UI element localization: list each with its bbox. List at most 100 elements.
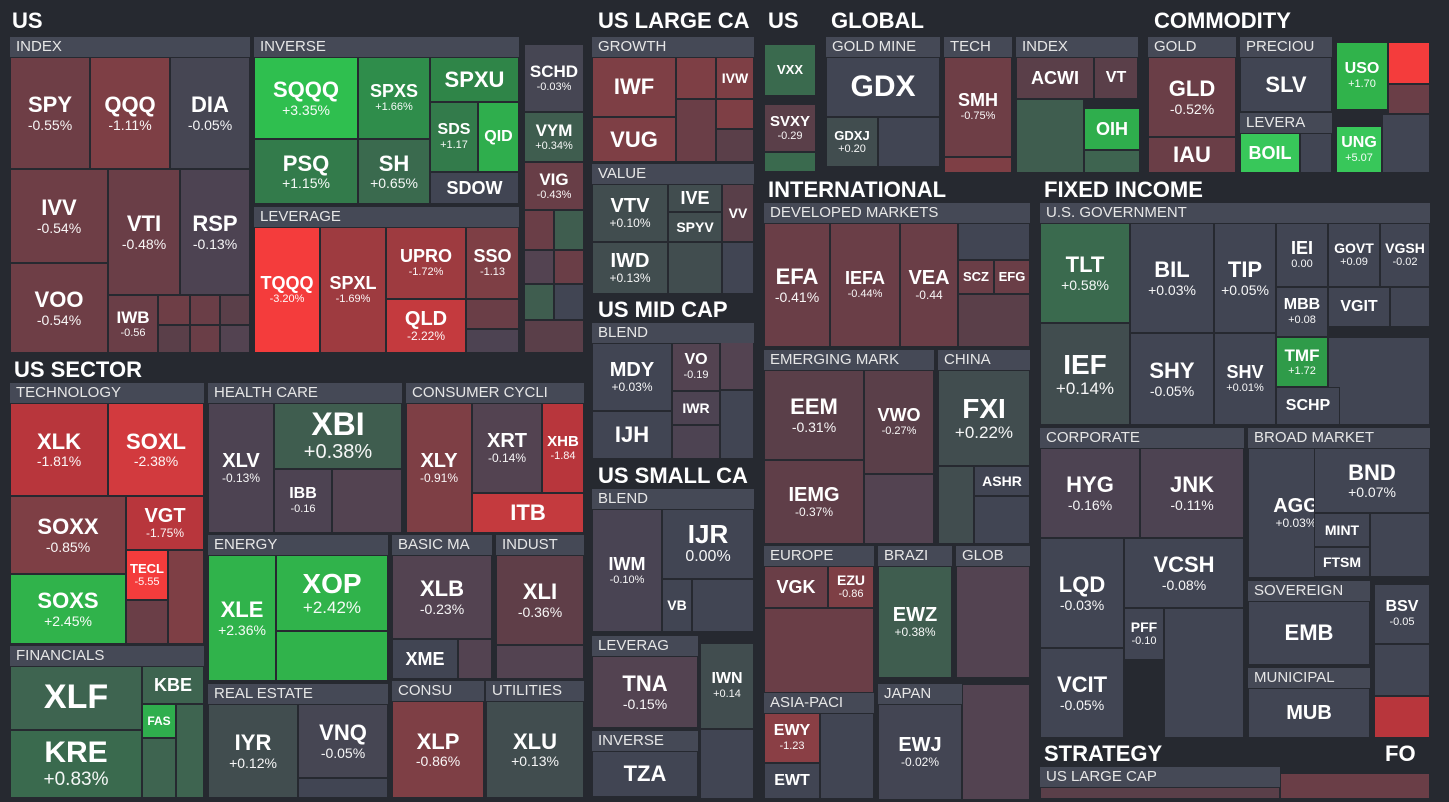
etf-tile-vig[interactable]: VIG -0.43% bbox=[524, 162, 584, 210]
minor-etf-tile[interactable] bbox=[1382, 114, 1430, 173]
etf-tile-mint[interactable]: MINT bbox=[1314, 513, 1370, 547]
etf-tile-rsp[interactable]: RSP -0.13% bbox=[180, 169, 250, 295]
minor-etf-tile[interactable] bbox=[944, 157, 1012, 173]
group-header[interactable]: CHINA bbox=[938, 350, 1030, 370]
group-header[interactable]: CONSU bbox=[392, 681, 484, 701]
etf-tile-shy[interactable]: SHY -0.05% bbox=[1130, 333, 1214, 425]
etf-tile-tlt[interactable]: TLT +0.58% bbox=[1040, 223, 1130, 323]
etf-tile-vti[interactable]: VTI -0.48% bbox=[108, 169, 180, 295]
minor-etf-tile[interactable] bbox=[1390, 287, 1430, 327]
etf-tile-iei[interactable]: IEI 0.00 bbox=[1276, 223, 1328, 287]
etf-tile-hyg[interactable]: HYG -0.16% bbox=[1040, 448, 1140, 538]
etf-tile-iemg[interactable]: IEMG -0.37% bbox=[764, 460, 864, 544]
etf-tile-xli[interactable]: XLI -0.36% bbox=[496, 555, 584, 645]
group-header[interactable]: TECH bbox=[944, 37, 1012, 57]
etf-tile-kbe[interactable]: KBE bbox=[142, 666, 204, 704]
etf-tile-xlu[interactable]: XLU +0.13% bbox=[486, 701, 584, 798]
etf-tile-xop[interactable]: XOP +2.42% bbox=[276, 555, 388, 631]
etf-tile-tmf[interactable]: TMF +1.72 bbox=[1276, 337, 1328, 387]
etf-tile-itb[interactable]: ITB bbox=[472, 493, 584, 533]
minor-etf-tile[interactable] bbox=[962, 684, 1030, 800]
etf-tile-smh[interactable]: SMH -0.75% bbox=[944, 57, 1012, 157]
etf-tile-uso[interactable]: USO +1.70 bbox=[1336, 42, 1388, 110]
minor-etf-tile[interactable] bbox=[676, 99, 716, 162]
group-header[interactable]: ENERGY bbox=[208, 535, 388, 555]
etf-tile-efa[interactable]: EFA -0.41% bbox=[764, 223, 830, 347]
etf-tile-pff[interactable]: PFF -0.10 bbox=[1124, 608, 1164, 660]
group-header[interactable]: GLOB bbox=[956, 546, 1030, 566]
minor-etf-tile[interactable] bbox=[176, 704, 204, 798]
group-header[interactable]: EMERGING MARK bbox=[764, 350, 934, 370]
group-header[interactable]: INDUST bbox=[496, 535, 584, 555]
group-header[interactable]: DEVELOPED MARKETS bbox=[764, 203, 1030, 223]
minor-etf-tile[interactable] bbox=[1040, 787, 1280, 799]
etf-tile-vwo[interactable]: VWO -0.27% bbox=[864, 370, 934, 474]
etf-tile-xlk[interactable]: XLK -1.81% bbox=[10, 403, 108, 496]
minor-etf-tile[interactable] bbox=[1084, 150, 1140, 173]
etf-tile-fxi[interactable]: FXI +0.22% bbox=[938, 370, 1030, 466]
group-header[interactable]: INVERSE bbox=[254, 37, 519, 57]
etf-tile-iwb[interactable]: IWB -0.56 bbox=[108, 295, 158, 353]
etf-tile-tqqq[interactable]: TQQQ -3.20% bbox=[254, 227, 320, 353]
etf-tile-iyr[interactable]: IYR +0.12% bbox=[208, 704, 298, 798]
etf-tile-xrt[interactable]: XRT -0.14% bbox=[472, 403, 542, 493]
minor-etf-tile[interactable] bbox=[1164, 608, 1244, 738]
minor-etf-tile[interactable] bbox=[1370, 513, 1430, 577]
minor-etf-tile[interactable] bbox=[524, 284, 554, 320]
group-header[interactable]: BLEND bbox=[592, 489, 754, 509]
minor-etf-tile[interactable] bbox=[716, 129, 754, 162]
etf-tile-iau[interactable]: IAU bbox=[1148, 137, 1236, 173]
minor-etf-tile[interactable] bbox=[938, 466, 974, 544]
group-header[interactable]: CONSUMER CYCLI bbox=[406, 383, 584, 403]
minor-etf-tile[interactable] bbox=[958, 294, 1030, 347]
group-header[interactable]: INVERSE bbox=[592, 731, 698, 751]
minor-etf-tile[interactable] bbox=[1300, 133, 1332, 173]
etf-tile-soxl[interactable]: SOXL -2.38% bbox=[108, 403, 204, 496]
etf-tile-xbi[interactable]: XBI +0.38% bbox=[274, 403, 402, 469]
minor-etf-tile[interactable] bbox=[554, 210, 584, 250]
etf-tile-oih[interactable]: OIH bbox=[1084, 108, 1140, 150]
minor-etf-tile[interactable] bbox=[820, 713, 874, 799]
minor-etf-tile[interactable] bbox=[764, 152, 816, 172]
group-header[interactable]: BLEND bbox=[592, 323, 754, 343]
etf-tile-voo[interactable]: VOO -0.54% bbox=[10, 263, 108, 353]
etf-tile-sh[interactable]: SH +0.65% bbox=[358, 139, 430, 204]
etf-tile-iwf[interactable]: IWF bbox=[592, 57, 676, 117]
minor-etf-tile[interactable] bbox=[878, 117, 940, 167]
etf-tile-spy[interactable]: SPY -0.55% bbox=[10, 57, 90, 169]
group-header[interactable]: BASIC MA bbox=[392, 535, 492, 555]
etf-tile-psq[interactable]: PSQ +1.15% bbox=[254, 139, 358, 204]
etf-tile-vnq[interactable]: VNQ -0.05% bbox=[298, 704, 388, 778]
minor-etf-tile[interactable] bbox=[974, 496, 1030, 544]
etf-tile-bnd[interactable]: BND +0.07% bbox=[1314, 448, 1430, 513]
etf-tile-dia[interactable]: DIA -0.05% bbox=[170, 57, 250, 169]
etf-tile-ijr[interactable]: IJR 0.00% bbox=[662, 509, 754, 579]
etf-tile-sdow[interactable]: SDOW bbox=[430, 172, 519, 204]
etf-tile-spxu[interactable]: SPXU bbox=[430, 57, 519, 102]
group-header[interactable]: LEVERA bbox=[1240, 113, 1332, 133]
etf-tile-gld[interactable]: GLD -0.52% bbox=[1148, 57, 1236, 137]
etf-tile-vug[interactable]: VUG bbox=[592, 117, 676, 162]
etf-tile-upro[interactable]: UPRO -1.72% bbox=[386, 227, 466, 299]
group-header[interactable]: CORPORATE bbox=[1040, 428, 1244, 448]
etf-tile-xme[interactable]: XME bbox=[392, 639, 458, 679]
minor-etf-tile[interactable] bbox=[220, 295, 250, 325]
minor-etf-tile[interactable] bbox=[956, 566, 1030, 678]
etf-tile-vgk[interactable]: VGK bbox=[764, 566, 828, 608]
etf-tile-tip[interactable]: TIP +0.05% bbox=[1214, 223, 1276, 333]
minor-etf-tile[interactable] bbox=[1280, 773, 1430, 799]
group-header[interactable]: MUNICIPAL bbox=[1248, 668, 1370, 688]
group-header[interactable]: SOVEREIGN bbox=[1248, 581, 1370, 601]
minor-etf-tile[interactable] bbox=[466, 299, 519, 329]
etf-tile-boil[interactable]: BOIL bbox=[1240, 133, 1300, 173]
minor-etf-tile[interactable] bbox=[298, 778, 388, 798]
minor-etf-tile[interactable] bbox=[1016, 99, 1084, 173]
etf-tile-spxl[interactable]: SPXL -1.69% bbox=[320, 227, 386, 353]
etf-tile-ivv[interactable]: IVV -0.54% bbox=[10, 169, 108, 263]
etf-tile-fas[interactable]: FAS bbox=[142, 704, 176, 738]
minor-etf-tile[interactable] bbox=[722, 242, 754, 294]
etf-tile-xlp[interactable]: XLP -0.86% bbox=[392, 701, 484, 798]
group-header[interactable]: TECHNOLOGY bbox=[10, 383, 204, 403]
minor-etf-tile[interactable] bbox=[668, 242, 722, 294]
etf-tile-ewy[interactable]: EWY -1.23 bbox=[764, 713, 820, 763]
